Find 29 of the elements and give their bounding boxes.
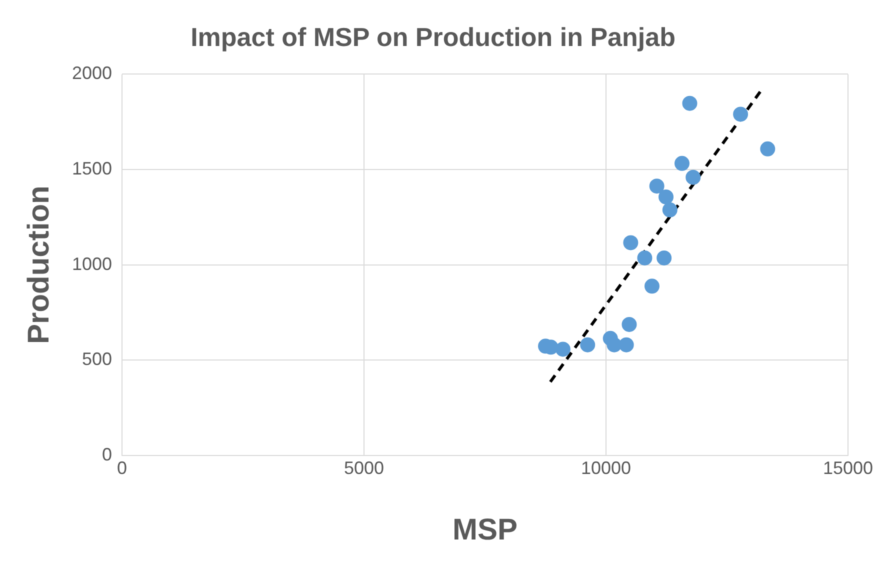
y-tick-label: 1000 <box>72 254 112 274</box>
point <box>555 342 570 357</box>
x-tick-label: 0 <box>117 458 128 478</box>
point <box>662 202 678 218</box>
x-axis-title: MSP <box>452 513 518 546</box>
point <box>649 178 664 194</box>
point <box>580 337 596 352</box>
point <box>674 156 690 171</box>
point <box>656 250 672 266</box>
point <box>733 106 748 122</box>
point <box>682 96 698 111</box>
point <box>618 337 634 352</box>
y-tick-label: 500 <box>82 349 112 370</box>
point <box>760 141 776 156</box>
y-tick-label: 0 <box>102 444 112 464</box>
point <box>623 235 638 250</box>
chart-title: Impact of MSP on Production in Panjab <box>190 22 676 52</box>
point <box>686 170 701 185</box>
point <box>606 337 622 352</box>
x-tick-label: 10000 <box>580 458 632 478</box>
point <box>622 316 637 332</box>
x-tick-label: 15000 <box>822 458 874 478</box>
point <box>658 189 674 204</box>
y-tick-label: 1500 <box>72 158 112 178</box>
y-axis-title: Production <box>22 186 56 344</box>
x-tick-label: 5000 <box>344 458 384 478</box>
y-tick-label: 2000 <box>72 63 112 84</box>
point <box>637 250 652 266</box>
point <box>644 278 660 294</box>
